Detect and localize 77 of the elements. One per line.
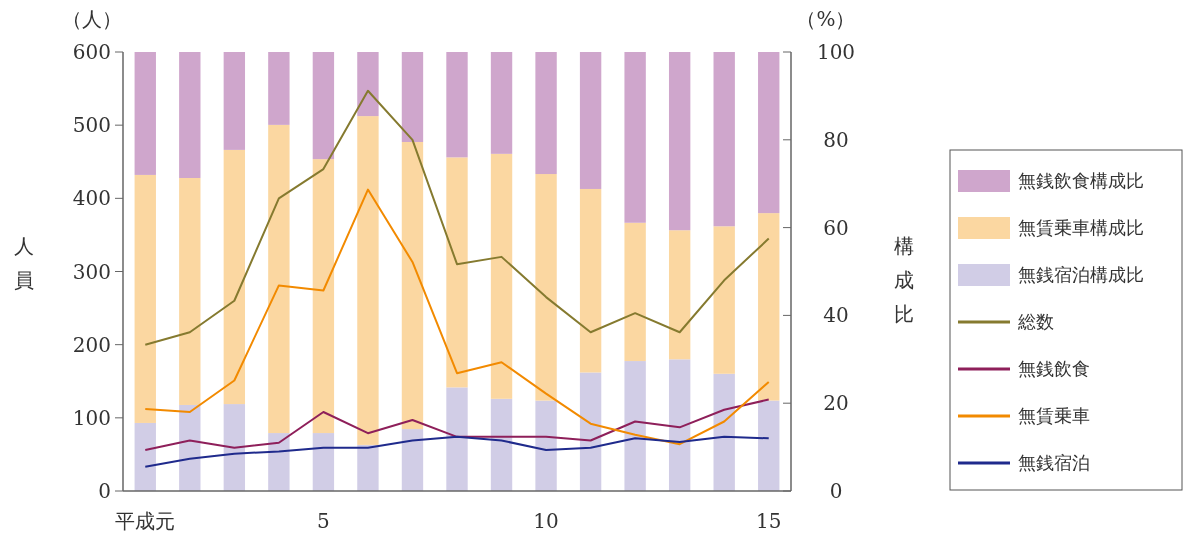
bar [624, 222, 646, 362]
bar [179, 52, 201, 178]
line-series [144, 435, 770, 468]
y-axis-title: 人員 [14, 234, 34, 292]
bar [624, 361, 646, 491]
x-tick-label: 平成元 [115, 509, 176, 533]
y-tick-label: 500 [72, 113, 111, 138]
y2-tick-label: 100 [816, 40, 856, 64]
bar [357, 52, 379, 117]
bar [357, 444, 379, 491]
bar [668, 230, 691, 360]
bar [223, 404, 246, 491]
bar [446, 157, 468, 388]
text: （%） [796, 7, 856, 31]
y2-tick-label: 60 [823, 215, 849, 240]
bar [713, 373, 735, 491]
bar [134, 52, 156, 175]
legend-label: 無銭飲食 [1018, 358, 1090, 380]
legend-label: 無銭飲食構成比 [1018, 170, 1144, 192]
bar [401, 52, 424, 142]
y-tick-label: 300 [72, 259, 111, 284]
bar [758, 400, 780, 491]
bar [579, 52, 602, 189]
bar [268, 433, 290, 491]
bar [535, 174, 557, 401]
y-tick-label: 0 [98, 479, 111, 503]
y-tick-label: 200 [72, 332, 111, 357]
line-series [144, 89, 770, 346]
bar [579, 372, 602, 491]
bar [179, 177, 201, 405]
bar [446, 387, 468, 491]
bar [579, 188, 602, 373]
bar [535, 400, 557, 491]
y-tick-label: 100 [72, 405, 111, 430]
bar [490, 52, 513, 154]
bar [223, 149, 246, 405]
y-tick-label: 400 [72, 186, 111, 211]
bar [179, 404, 201, 491]
bar [490, 398, 513, 491]
x-tick-label: 5 [317, 509, 330, 533]
legend-label: 無銭宿泊 [1018, 452, 1090, 474]
y2-tick-label: 0 [829, 479, 843, 503]
bar [446, 52, 468, 158]
y2-tick-label: 20 [823, 391, 849, 416]
bar [713, 52, 735, 227]
x-tick-label: 15 [756, 509, 782, 533]
bar [357, 116, 379, 445]
x-tick-label: 10 [533, 509, 559, 533]
bar [268, 52, 290, 125]
bar [401, 142, 424, 430]
bar [312, 433, 335, 491]
y2-axis-title: 構成比 [894, 234, 914, 326]
line-series [144, 188, 770, 446]
bar [668, 359, 691, 491]
legend-label: 無賃乗車 [1018, 405, 1090, 427]
bar [223, 52, 246, 150]
bar [713, 226, 735, 374]
bar [535, 52, 557, 175]
legend-label: 無銭宿泊構成比 [1018, 264, 1144, 286]
bar [312, 52, 335, 160]
bar [624, 52, 646, 223]
bar [758, 213, 780, 401]
bar [401, 429, 424, 491]
y-tick-label: 600 [72, 40, 111, 64]
line-series [144, 398, 770, 452]
bar [490, 153, 513, 399]
bar [758, 52, 780, 214]
y2-tick-label: 80 [823, 127, 849, 152]
legend-label: 総数 [1017, 311, 1054, 333]
text: （人） [62, 7, 122, 31]
bar [268, 124, 290, 434]
bar [134, 174, 156, 423]
bar [312, 159, 335, 434]
y2-tick-label: 40 [823, 303, 849, 328]
bar [134, 422, 156, 491]
legend-label: 無賃乗車構成比 [1018, 217, 1144, 239]
bar [668, 52, 691, 231]
